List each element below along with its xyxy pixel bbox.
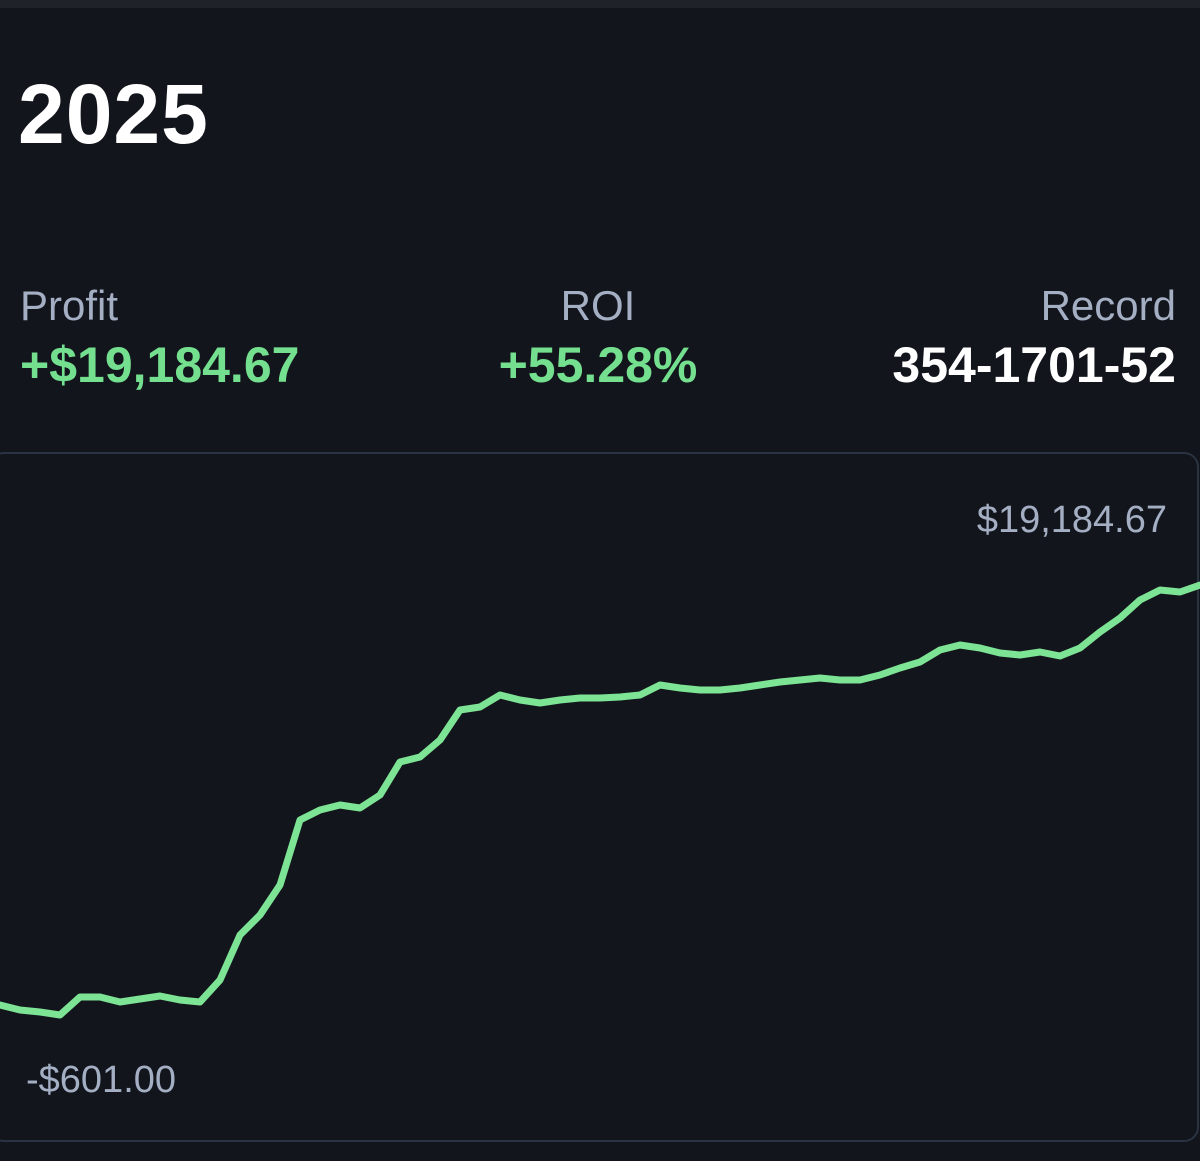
stat-roi: ROI +55.28% — [488, 282, 708, 394]
stat-record: Record 354-1701-52 — [892, 282, 1176, 394]
top-bar — [0, 0, 1200, 8]
stat-profit: Profit +$19,184.67 — [20, 282, 299, 394]
low-label: -$601.00 — [26, 1059, 176, 1101]
stat-label: Record — [1040, 282, 1176, 329]
stat-label: ROI — [560, 282, 636, 329]
stat-value: 354-1701-52 — [892, 337, 1176, 393]
profit-line — [0, 581, 1200, 1019]
chart-card — [0, 452, 1199, 1142]
stat-value: +$19,184.67 — [20, 337, 300, 393]
year-title: 2025 — [18, 67, 209, 161]
stat-label: Profit — [20, 282, 119, 329]
stat-value: +55.28% — [498, 337, 698, 393]
high-label: $19,184.67 — [977, 499, 1167, 541]
